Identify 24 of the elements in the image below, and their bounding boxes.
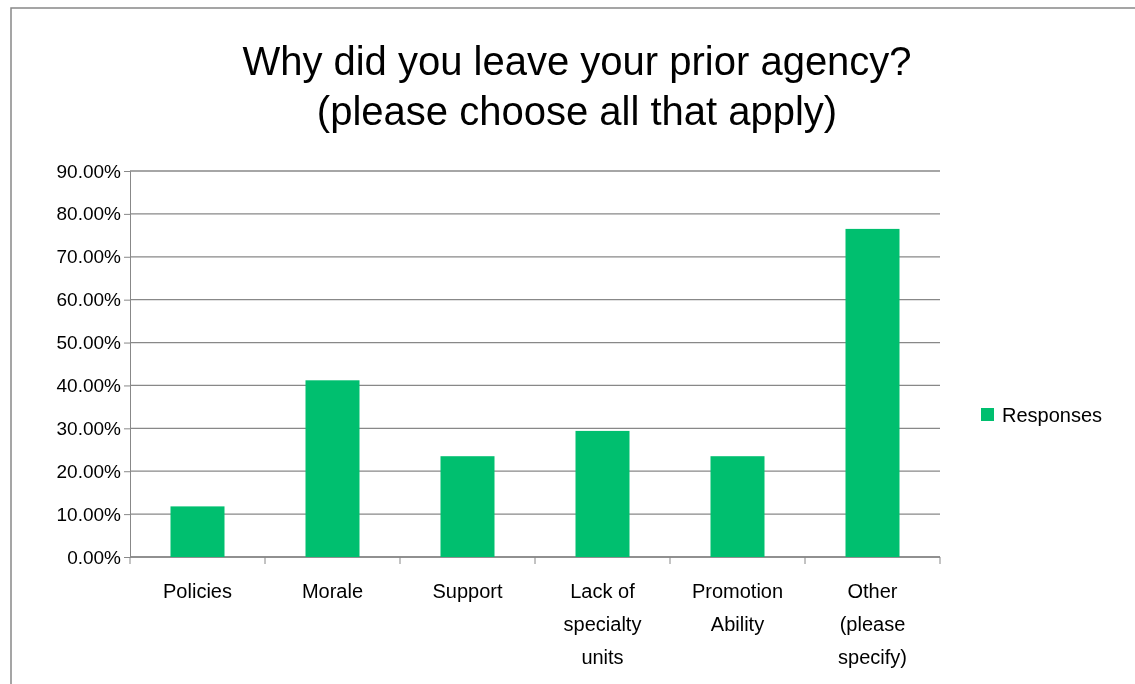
x-tick-label: Support xyxy=(432,580,503,602)
y-tick-label: 60.00% xyxy=(56,289,122,311)
y-tick-label: 0.00% xyxy=(67,546,122,568)
y-tick-label: 50.00% xyxy=(56,332,122,354)
x-tick-label: Other (please specify) xyxy=(838,580,907,668)
y-tick-label: 10.00% xyxy=(56,503,122,525)
x-tick-label: Policies xyxy=(163,580,232,602)
bar xyxy=(710,456,765,557)
x-tick-label: Lack of specialty units xyxy=(563,580,642,668)
y-tick-label: 80.00% xyxy=(56,203,122,225)
chart-title: Why did you leave your prior agency? (please choose all that apply) xyxy=(242,39,912,133)
y-tick-label: 90.00% xyxy=(56,160,122,182)
x-tick-label: Promotion Ability xyxy=(691,580,784,635)
bar xyxy=(575,430,630,557)
y-tick-label: 20.00% xyxy=(56,460,122,482)
bar xyxy=(170,506,225,557)
y-tick-label: 70.00% xyxy=(56,246,122,268)
y-tick-label: 30.00% xyxy=(56,417,122,439)
bar xyxy=(305,380,360,557)
legend-label: Responses xyxy=(1002,404,1103,426)
bar xyxy=(440,456,495,557)
x-tick-label: Morale xyxy=(301,580,364,602)
bar xyxy=(845,228,900,557)
y-tick-label: 40.00% xyxy=(56,375,122,397)
